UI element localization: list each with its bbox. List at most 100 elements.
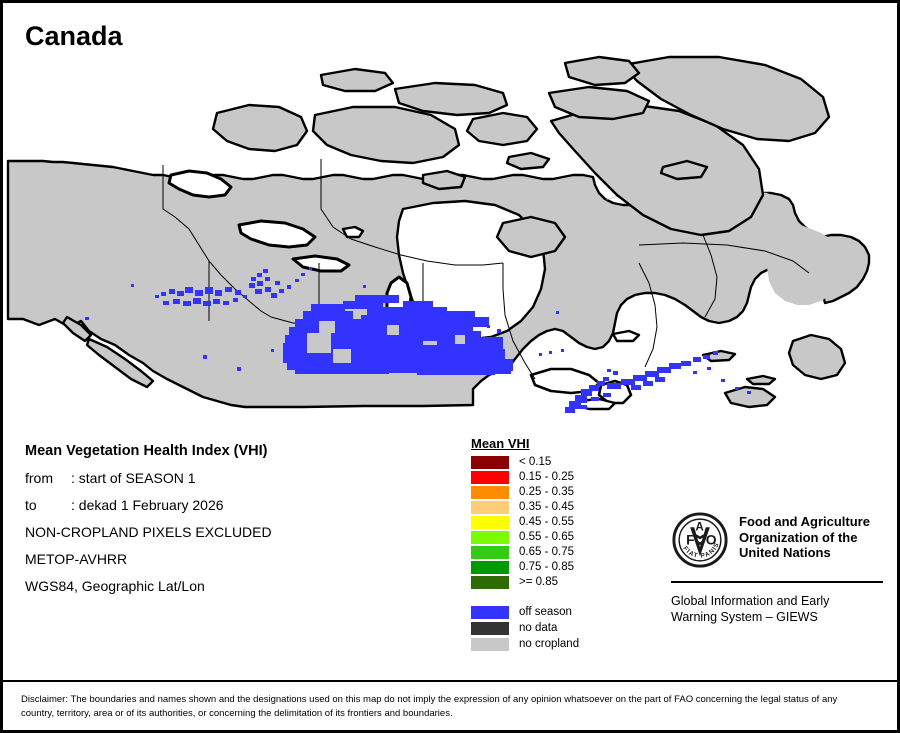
prince-edward-island <box>745 374 777 386</box>
legend-label: 0.65 - 0.75 <box>519 546 574 558</box>
map-legend: Mean VHI < 0.15 0.15 - 0.25 0.25 - 0.35 0.3… <box>471 437 579 652</box>
legend-row: no cropland <box>471 636 579 652</box>
melville-island <box>393 81 509 117</box>
legend-row: 0.65 - 0.75 <box>471 545 579 560</box>
legend-label: 0.35 - 0.45 <box>519 501 574 513</box>
legend-label: < 0.15 <box>519 456 552 468</box>
legend-row: no data <box>471 620 579 636</box>
legend-swatch <box>471 531 509 544</box>
info-projection: WGS84, Geographic Lat/Lon <box>25 578 205 594</box>
labrador-extension <box>603 189 847 305</box>
fao-organisation-line: Organization of the <box>739 529 858 545</box>
info-from-label: from <box>25 470 53 486</box>
great-slave-lake <box>237 219 317 249</box>
southampton-island <box>495 215 567 259</box>
border-labrador-inner <box>702 234 718 318</box>
devon-island <box>547 85 651 121</box>
legend-row: >= 0.85 <box>471 575 579 590</box>
map-info-block: Mean Vegetation Health Index (VHI) from:… <box>25 443 455 605</box>
legend-swatch <box>471 456 509 469</box>
info-to-row: to : dekad 1 February 2026 <box>25 497 455 513</box>
legend-label: 0.15 - 0.25 <box>519 471 574 483</box>
fao-divider <box>671 581 883 583</box>
legend-row: 0.25 - 0.35 <box>471 485 579 500</box>
info-heading: Mean Vegetation Health Index (VHI) <box>25 443 268 459</box>
legend-swatch <box>471 637 509 651</box>
newfoundland <box>787 333 847 381</box>
fao-logo-and-name: F A O FIAT PANIS Food and Agriculture Org… <box>671 511 883 569</box>
legend-label: off season <box>519 605 572 618</box>
haida-gwaii <box>61 315 93 343</box>
offseason-cropland-pixels <box>85 267 751 413</box>
victoria-island <box>311 105 461 165</box>
legend-class-list: < 0.15 0.15 - 0.25 0.25 - 0.35 0.35 - 0.45 0… <box>471 455 579 590</box>
baffin-island <box>549 103 765 237</box>
legend-label: no cropland <box>519 637 580 650</box>
fao-organisation-name: Food and Agriculture Organization of the U… <box>739 511 870 561</box>
king-william-island <box>421 169 467 191</box>
prince-of-wales-island <box>465 111 539 147</box>
legend-special-list: off season no data no cropland <box>471 604 579 652</box>
legend-row: 0.55 - 0.65 <box>471 530 579 545</box>
legend-label: no data <box>519 621 558 634</box>
border-on-qc <box>638 262 658 368</box>
border-mb-on <box>502 263 536 380</box>
legend-label: 0.25 - 0.35 <box>519 486 574 498</box>
canada-map-svg[interactable] <box>3 49 897 419</box>
fao-letter-o: O <box>706 532 717 548</box>
legend-row: 0.75 - 0.85 <box>471 560 579 575</box>
info-sensor: METOP-AVHRR <box>25 551 128 567</box>
info-from-row: from : start of SEASON 1 <box>25 470 455 486</box>
info-exclusion: NON-CROPLAND PIXELS EXCLUDED <box>25 524 272 540</box>
border-qc-nl <box>638 242 810 274</box>
legend-swatch <box>471 486 509 499</box>
legend-swatch <box>471 471 509 484</box>
fao-organisation-line: United Nations <box>739 545 831 560</box>
fao-letter-a: A <box>695 521 704 534</box>
legend-row: off season <box>471 604 579 620</box>
info-to-value: : dekad 1 February 2026 <box>71 497 224 513</box>
ellesmere-island <box>621 55 831 143</box>
legend-label: 0.45 - 0.55 <box>519 516 574 528</box>
arctic-small-island-2 <box>659 159 709 181</box>
legend-swatch <box>471 501 509 514</box>
fao-organisation-line: Food and Agriculture <box>739 514 870 529</box>
vancouver-island <box>85 337 155 389</box>
arctic-small-island-1 <box>505 151 551 171</box>
fao-programme-line: Global Information and Early <box>671 594 830 608</box>
info-to-label: to <box>25 497 37 513</box>
legend-swatch <box>471 576 509 589</box>
disclaimer-divider <box>3 680 897 682</box>
legend-swatch <box>471 621 509 635</box>
legend-label: >= 0.85 <box>519 576 559 588</box>
prince-patrick-island <box>319 67 395 93</box>
fao-programme-line: Warning System – GIEWS <box>671 610 818 624</box>
map-canvas[interactable] <box>3 49 897 419</box>
legend-row: 0.45 - 0.55 <box>471 515 579 530</box>
disclaimer-text: Disclaimer: The boundaries and names sho… <box>21 694 838 719</box>
legend-title: Mean VHI <box>471 436 530 451</box>
land-polygons <box>6 55 871 411</box>
great-bear-lake <box>167 169 233 199</box>
legend-swatch <box>471 605 509 619</box>
legend-swatch <box>471 561 509 574</box>
nova-scotia <box>723 385 777 409</box>
fao-logo-icon: F A O FIAT PANIS <box>672 512 728 568</box>
small-lake-2 <box>611 329 641 343</box>
fao-letter-f: F <box>686 532 695 548</box>
legend-row: 0.35 - 0.45 <box>471 500 579 515</box>
legend-row: < 0.15 <box>471 455 579 470</box>
legend-label: 0.75 - 0.85 <box>519 561 574 573</box>
page-title: Canada <box>25 21 123 51</box>
legend-label: 0.55 - 0.65 <box>519 531 574 543</box>
border-nwt-nu <box>320 159 504 266</box>
axel-heiberg-island <box>563 55 641 87</box>
fao-branding-block: F A O FIAT PANIS Food and Agriculture Org… <box>671 511 883 625</box>
legend-swatch <box>471 546 509 559</box>
fao-programme-name: Global Information and Early Warning Syst… <box>671 593 883 625</box>
legend-swatch <box>471 516 509 529</box>
info-from-value: : start of SEASON 1 <box>71 470 196 486</box>
banks-island <box>211 103 309 153</box>
legend-row: 0.15 - 0.25 <box>471 470 579 485</box>
